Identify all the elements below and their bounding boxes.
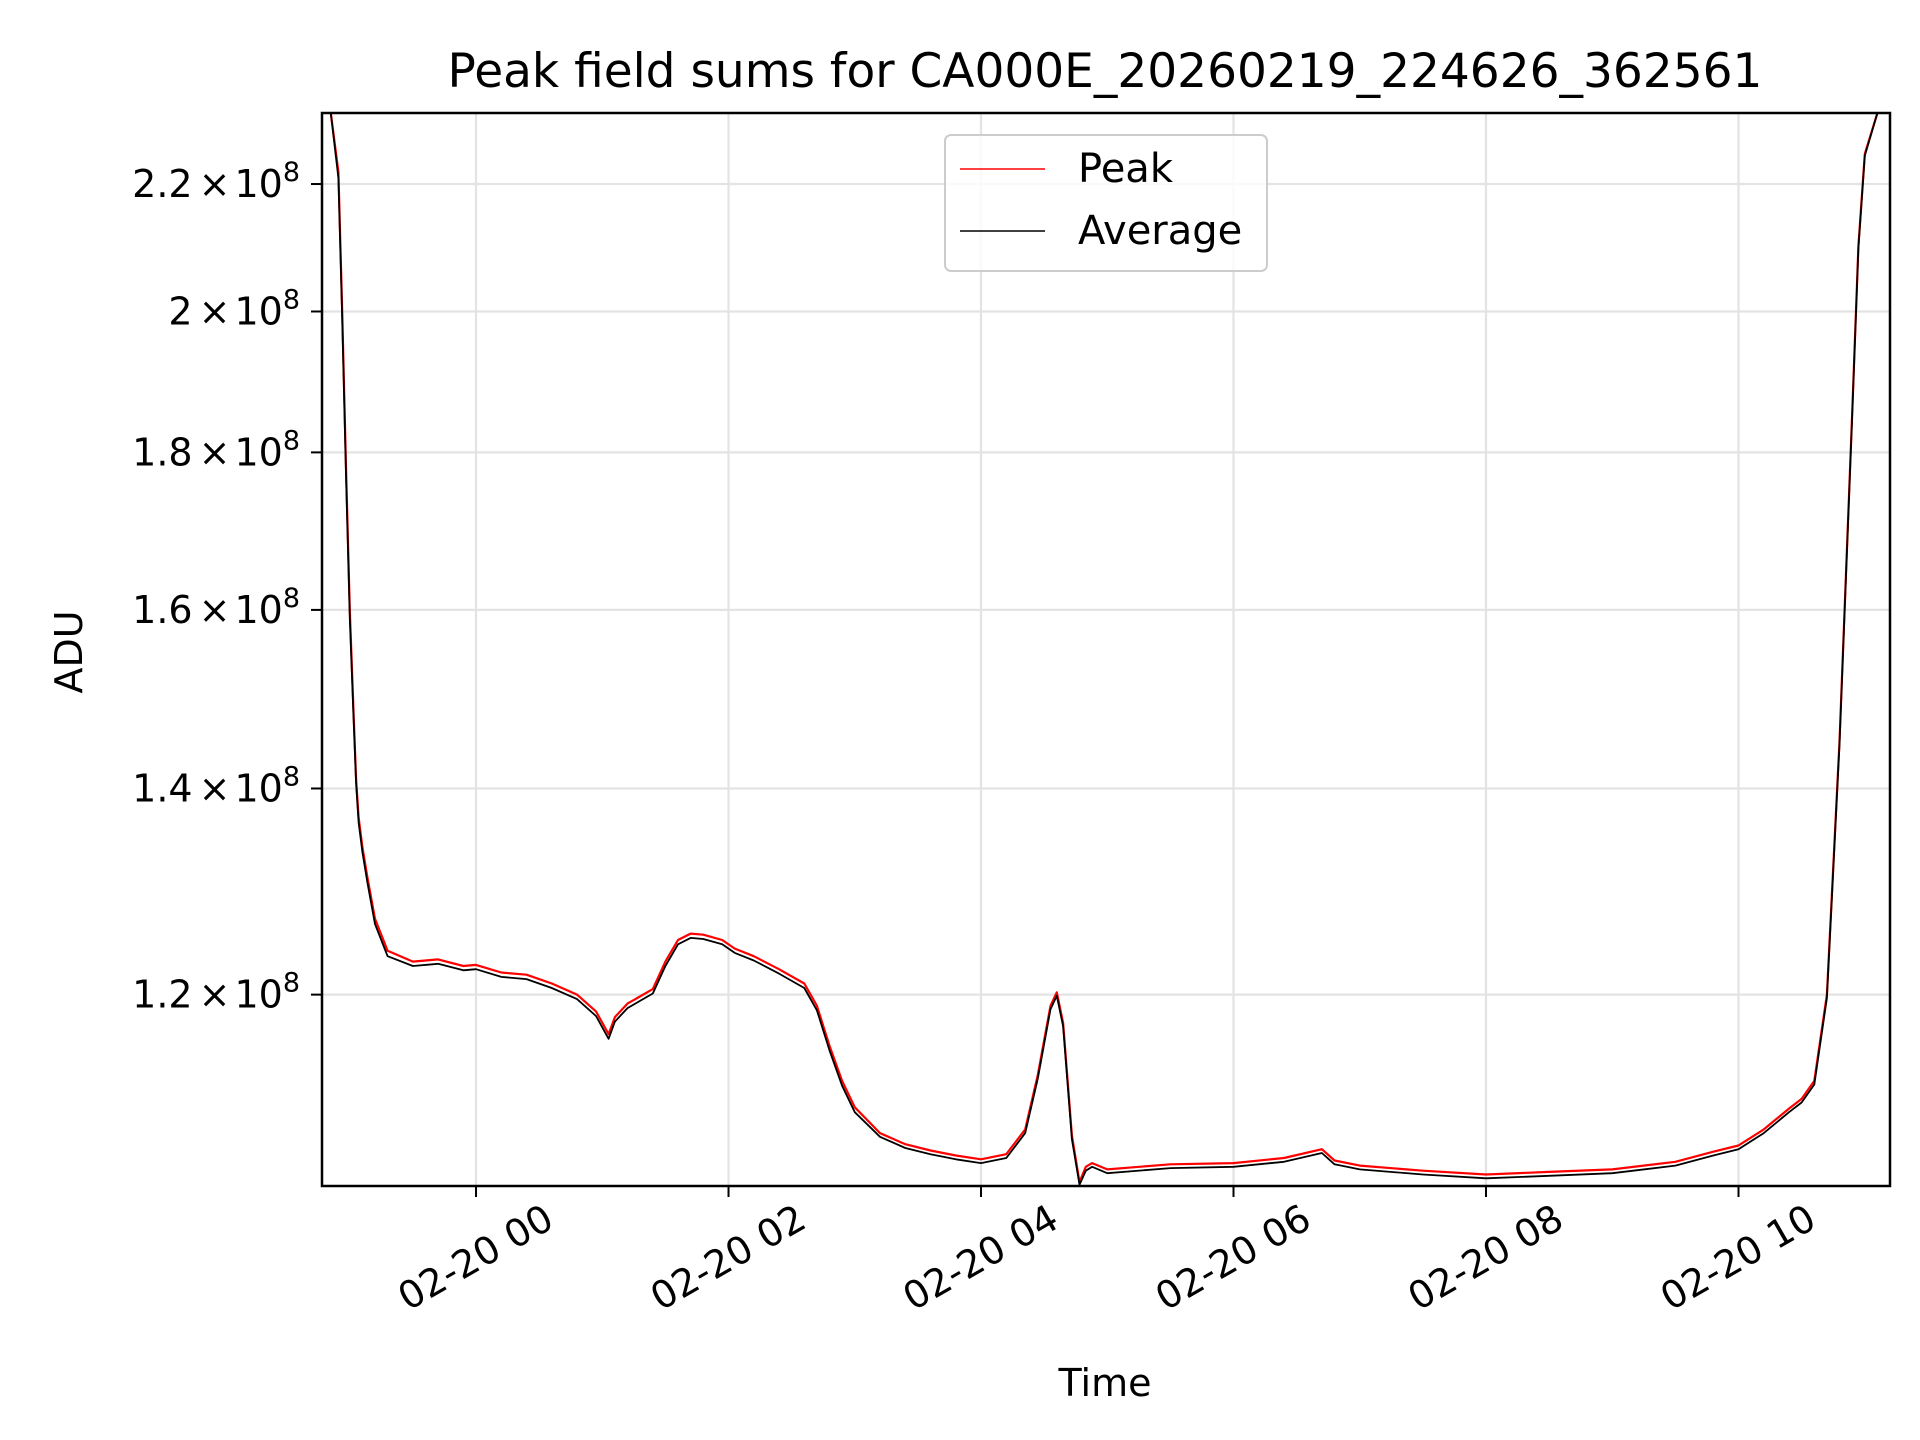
y-tick-label: 2 × 108 <box>168 284 300 333</box>
legend-label-average: Average <box>1078 208 1242 254</box>
y-tick-mantissa: 1.8 <box>132 430 192 474</box>
grid <box>322 113 1890 1186</box>
x-axis-label: Time <box>1058 1361 1152 1405</box>
legend: Peak Average <box>944 134 1268 272</box>
y-tick-mantissa: 1.6 <box>132 588 192 632</box>
series-line-average <box>329 113 1879 1186</box>
chart-title: Peak field sums for CA000E_20260219_2246… <box>448 44 1763 99</box>
y-tick-base: 10 <box>234 588 282 632</box>
y-tick-base: 10 <box>234 162 282 206</box>
y-tick-base: 10 <box>234 973 282 1017</box>
plot-frame <box>320 111 1892 1188</box>
y-tick-mantissa: 2.2 <box>132 162 192 206</box>
y-tick-exponent: 8 <box>283 583 300 614</box>
y-tick-exponent: 8 <box>283 284 300 315</box>
y-tick-times: × <box>199 162 231 206</box>
y-tick-label: 1.8 × 108 <box>132 425 300 474</box>
y-tick-mantissa: 1.2 <box>132 973 192 1017</box>
y-tick-label: 1.4 × 108 <box>132 761 300 810</box>
y-tick-exponent: 8 <box>283 157 300 188</box>
y-tick-label: 2.2 × 108 <box>132 157 300 206</box>
series-line-peak <box>329 113 1879 1184</box>
y-tick-base: 10 <box>234 430 282 474</box>
y-tick-mantissa: 2 <box>168 289 192 333</box>
y-tick-exponent: 8 <box>283 761 300 792</box>
y-tick-exponent: 8 <box>283 425 300 456</box>
legend-label-peak: Peak <box>1078 146 1174 192</box>
y-tick-times: × <box>199 430 231 474</box>
y-tick-times: × <box>199 289 231 333</box>
y-tick-times: × <box>199 973 231 1017</box>
y-tick-base: 10 <box>234 766 282 810</box>
y-tick-times: × <box>199 766 231 810</box>
y-tick-base: 10 <box>234 289 282 333</box>
y-tick-times: × <box>199 588 231 632</box>
y-axis-label: ADU <box>47 610 91 693</box>
y-tick-label: 1.6 × 108 <box>132 583 300 632</box>
series-layer <box>329 113 1879 1186</box>
y-tick-exponent: 8 <box>283 968 300 999</box>
y-tick-mantissa: 1.4 <box>132 766 192 810</box>
y-tick-label: 1.2 × 108 <box>132 968 300 1017</box>
